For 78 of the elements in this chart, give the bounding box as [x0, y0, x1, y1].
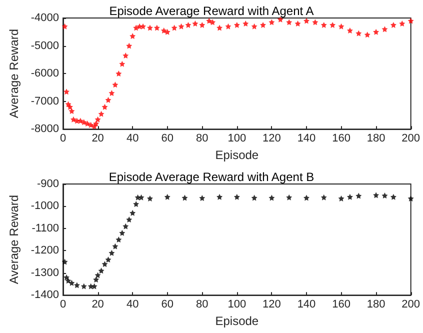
point	[119, 230, 126, 236]
point	[130, 210, 136, 216]
x-tick-label: 140	[297, 132, 316, 145]
chart-title: Episode Average Reward with Agent B	[108, 170, 314, 184]
x-tick-label: 20	[92, 298, 104, 311]
point	[356, 192, 362, 199]
point	[251, 194, 258, 201]
x-tick-label: 60	[161, 298, 174, 311]
point	[122, 223, 129, 230]
point	[320, 194, 327, 200]
point	[93, 276, 100, 283]
x-tick-label: 160	[332, 132, 350, 145]
point	[199, 195, 206, 201]
x-tick-label: 100	[228, 132, 246, 145]
x-tick-label: 120	[262, 298, 281, 311]
y-tick-label: -900	[37, 178, 60, 190]
point	[91, 283, 98, 290]
point	[286, 194, 292, 200]
x-tick-label: 40	[126, 298, 139, 311]
point	[112, 243, 118, 250]
point	[68, 280, 75, 286]
point	[408, 195, 414, 202]
x-tick-label: 160	[332, 298, 350, 311]
point	[105, 256, 112, 263]
x-tick-label: 40	[126, 132, 139, 145]
chart-title: Episode Average Reward with Agent A	[109, 4, 314, 18]
x-tick-label: 20	[92, 132, 104, 145]
y-tick-label: -1000	[30, 200, 60, 212]
x-axis-title: Episode	[215, 148, 259, 162]
point	[138, 194, 144, 200]
y-tick-label: -1200	[30, 244, 60, 257]
x-tick-label: 180	[366, 132, 386, 145]
point	[268, 194, 275, 201]
point	[62, 258, 68, 265]
x-tick-label: 200	[402, 298, 420, 311]
point	[108, 250, 115, 256]
x-tick-label: 0	[60, 298, 66, 311]
point	[80, 283, 87, 290]
point	[146, 195, 153, 202]
x-tick-label: 140	[297, 298, 316, 311]
point	[74, 282, 80, 288]
y-tick-label: -4000	[30, 12, 60, 24]
point	[65, 278, 72, 284]
point	[164, 194, 170, 200]
point	[102, 260, 108, 267]
y-tick-label: -1100	[32, 222, 60, 234]
x-tick-label: 0	[60, 132, 66, 145]
point	[182, 194, 188, 201]
point	[98, 268, 104, 274]
y-tick-label: -7000	[30, 95, 60, 108]
x-tick-label: 60	[161, 132, 174, 145]
point	[303, 194, 310, 201]
x-tick-label: 200	[402, 132, 420, 145]
point	[216, 194, 223, 200]
y-tick-label: -5000	[30, 40, 60, 52]
point	[338, 195, 344, 202]
y-tick-label: -6000	[30, 68, 60, 80]
y-tick-label: -1300	[30, 266, 60, 279]
x-tick-label: 80	[196, 132, 208, 145]
point	[94, 272, 101, 278]
point	[382, 192, 388, 199]
point	[133, 201, 140, 207]
x-tick-label: 120	[262, 132, 281, 145]
x-axis-title: Episode	[215, 314, 259, 328]
y-tick-label: -1400	[30, 289, 60, 302]
point	[126, 216, 132, 223]
point	[390, 194, 396, 200]
y-tick-label: -8000	[30, 123, 60, 136]
point	[116, 236, 122, 243]
point	[346, 194, 353, 200]
x-tick-label: 80	[196, 298, 208, 311]
y-axis-title: Average Reward	[7, 28, 21, 118]
point	[234, 194, 240, 200]
y-axis-title: Average Reward	[7, 194, 21, 284]
point	[373, 192, 380, 198]
x-tick-label: 100	[228, 298, 246, 311]
x-tick-label: 180	[366, 298, 386, 311]
point	[64, 274, 70, 280]
